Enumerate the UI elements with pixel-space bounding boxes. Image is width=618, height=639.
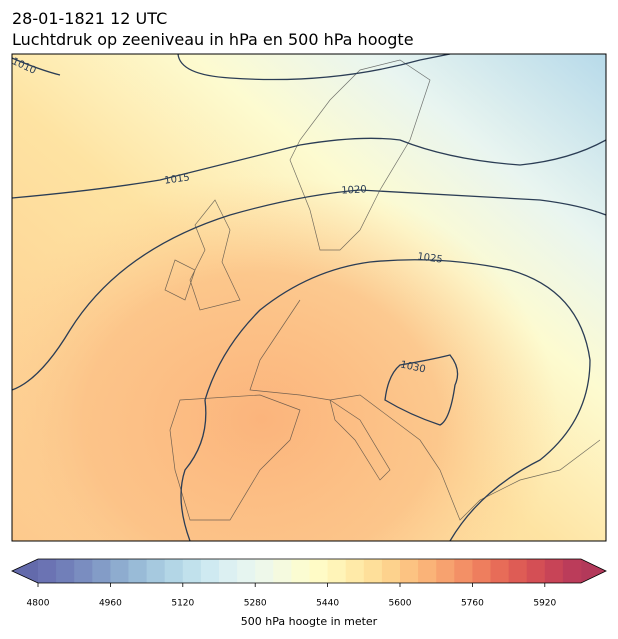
colorbar-tick-label: 4960: [99, 599, 122, 609]
isobar-1015: [12, 137, 606, 199]
isobar-label: 1015: [164, 172, 191, 186]
colorbar-segment: [291, 559, 310, 583]
height-field-core: [12, 54, 606, 541]
colorbar-under: [12, 559, 38, 583]
colorbar-segment: [56, 559, 75, 583]
isobar-1020: [12, 189, 606, 391]
colorbar-segment: [327, 559, 347, 583]
colorbar-tick-label: 5600: [389, 599, 412, 609]
isobar-label: 1025: [417, 251, 444, 265]
colorbar-segment: [472, 559, 491, 583]
colorbar-tick-label: 5280: [244, 599, 267, 609]
title: 28-01-1821 12 UTC: [12, 9, 167, 28]
colorbar-segment: [273, 559, 292, 583]
colorbar-segment: [309, 559, 328, 583]
colorbar-tick-label: 5120: [171, 599, 194, 609]
colorbar-segment: [182, 559, 202, 583]
colorbar-segment: [219, 559, 238, 583]
colorbar-segment: [400, 559, 419, 583]
isobar-label: 1030: [399, 359, 426, 375]
colorbar-segment: [74, 559, 93, 583]
colorbar-segment: [345, 559, 365, 583]
colorbar-segment: [508, 559, 528, 583]
colorbar-label: 500 hPa hoogte in meter: [241, 615, 378, 628]
isobar-1030: [384, 354, 459, 426]
colorbar-segment: [436, 559, 455, 583]
colorbar-segment: [454, 559, 473, 583]
colorbar-tick-label: 5760: [461, 599, 484, 609]
colorbar-segment: [381, 559, 401, 583]
colorbar-segment: [200, 559, 220, 583]
colorbar: 4800 4960 5120 5280 5440 5600 5760 5920: [11, 558, 607, 609]
colorbar-segment: [255, 559, 274, 583]
colorbar-segment: [490, 559, 509, 583]
subtitle: Luchtdruk op zeeniveau in hPa en 500 hPa…: [12, 30, 414, 49]
isobar-1010: [12, 54, 451, 81]
colorbar-segment: [418, 559, 437, 583]
colorbar-segment: [164, 559, 184, 583]
colorbar-segment: [237, 559, 256, 583]
colorbar-tick-label: 4800: [27, 599, 50, 609]
coastline: [164, 59, 601, 521]
isobar-label: 1020: [341, 184, 367, 196]
colorbar-segment: [38, 559, 57, 583]
colorbar-segment: [526, 559, 546, 583]
colorbar-segment: [92, 559, 111, 583]
map-frame: [11, 53, 607, 542]
colorbar-segment: [146, 559, 166, 583]
colorbar-segment: [363, 559, 383, 583]
map: 1010 1015 1020 1025 1030: [12, 54, 606, 541]
colorbar-segment: [562, 559, 582, 583]
colorbar-segment: [110, 559, 129, 583]
colorbar-segment: [128, 559, 147, 583]
colorbar-tick-label: 5920: [533, 599, 556, 609]
colorbar-over: [581, 559, 606, 583]
colorbar-tick-label: 5440: [316, 599, 339, 609]
colorbar-segment: [544, 559, 564, 583]
isobar-1025: [180, 259, 591, 541]
